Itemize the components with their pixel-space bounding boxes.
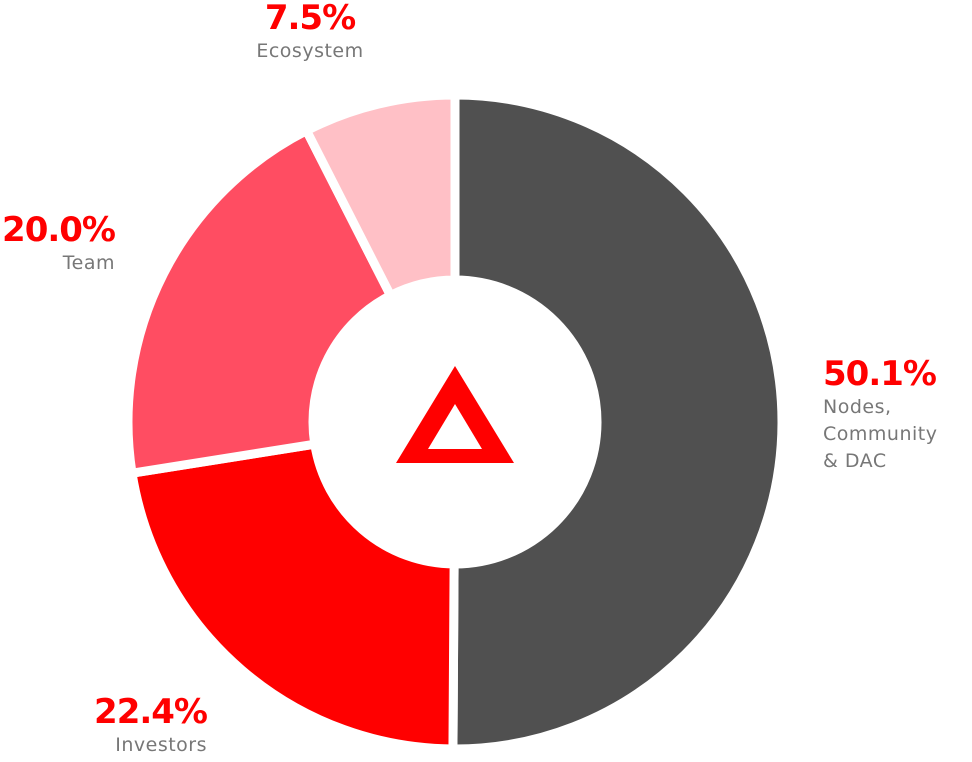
donut-slice [448,90,787,754]
donut-slice [123,126,396,478]
slice-label: 22.4% Investors [7,692,208,759]
slice-label: 7.5% Ecosystem [210,0,410,65]
slice-label: 50.1% Nodes, Community & DAC [823,354,972,475]
value-label: 7.5% [264,0,356,38]
value-label: 22.4% [94,692,208,732]
slice-label: 20.0% Team [0,210,116,277]
value-label: 50.1% [823,354,937,394]
category-label: Team [62,252,115,274]
category-label: Ecosystem [256,40,364,62]
donut-slice [127,439,459,754]
logo-inner [428,404,482,449]
donut-slice [302,90,460,300]
category-label: Nodes, Community & DAC [823,396,938,472]
category-label: Investors [115,734,207,756]
value-label: 20.0% [2,210,116,250]
